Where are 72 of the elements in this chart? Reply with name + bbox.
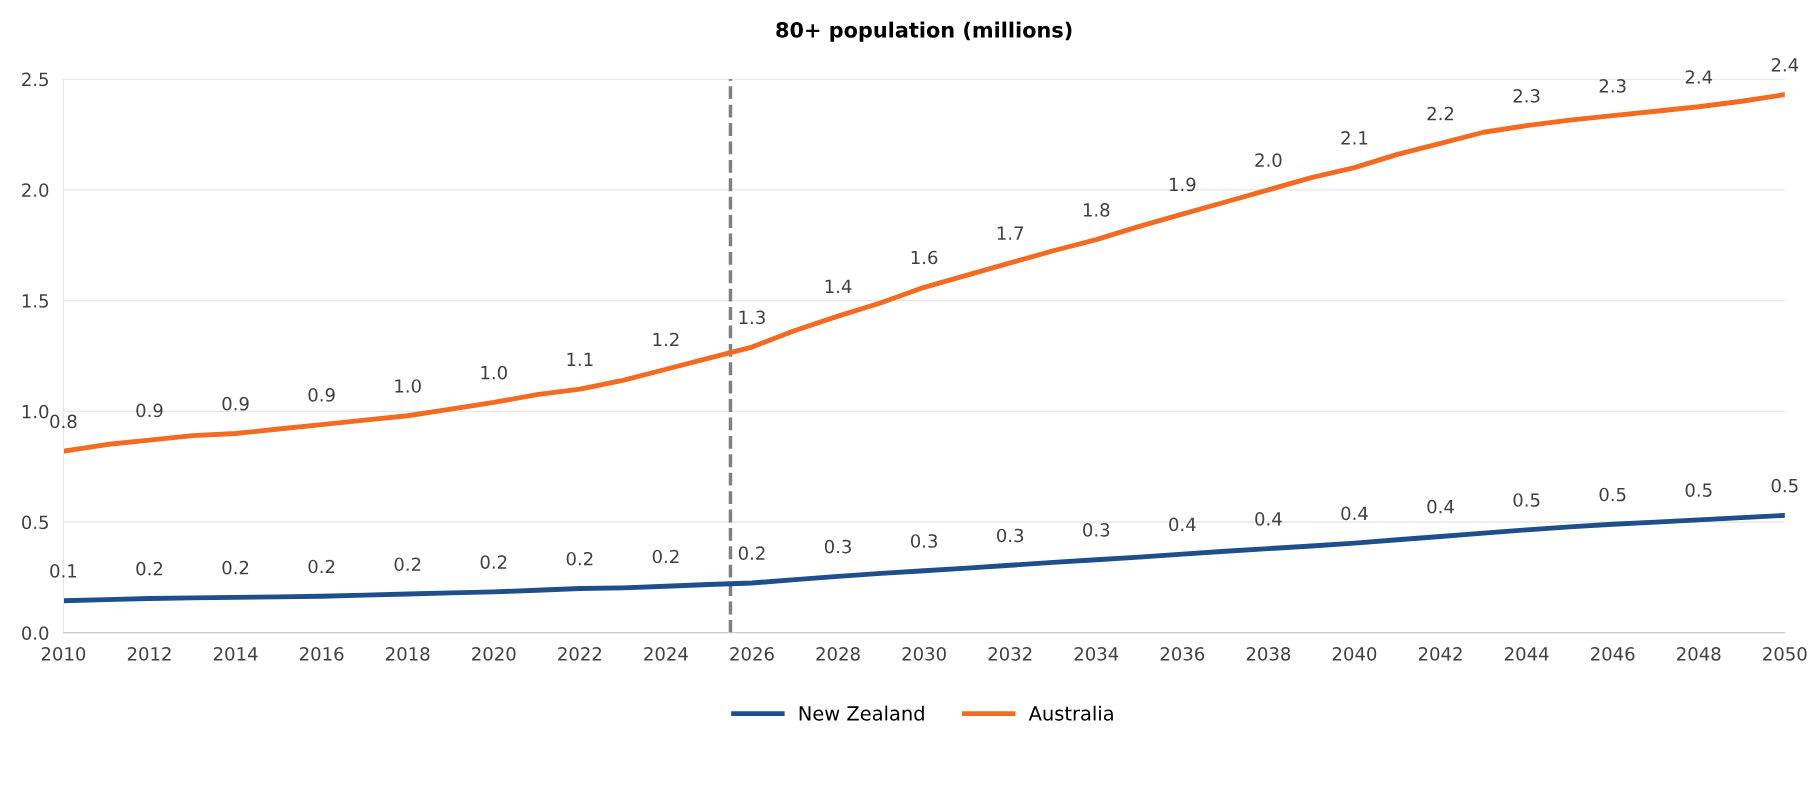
x-tick-label: 2028	[816, 647, 860, 661]
data-label: 1.6	[911, 250, 938, 265]
data-label: 0.2	[222, 560, 249, 575]
x-tick-label: 2014	[213, 647, 258, 661]
x-tick-label: 2046	[1591, 647, 1635, 661]
data-label: 2.3	[1513, 89, 1540, 103]
data-label: 2.1	[1341, 131, 1368, 145]
data-label: 0.5	[1685, 483, 1712, 497]
data-label: 1.4	[825, 279, 852, 293]
data-label: 1.7	[997, 226, 1023, 240]
x-tick-label: 2016	[299, 647, 344, 661]
data-label: 0.2	[308, 559, 335, 574]
x-tick-label: 2010	[41, 647, 86, 661]
x-tick-label: 2044	[1504, 647, 1549, 661]
data-label: 2.3	[1599, 79, 1626, 93]
data-label: 0.1	[50, 564, 77, 578]
x-tick-label: 2030	[902, 647, 946, 661]
data-label: 0.3	[910, 534, 938, 548]
data-label: 0.9	[136, 403, 163, 418]
data-label: 1.3	[739, 310, 765, 325]
chart-title: 80+ population (millions)	[776, 21, 1072, 42]
data-label: 0.9	[308, 388, 335, 402]
data-label: 0.5	[1771, 478, 1798, 493]
data-label: 0.4	[1427, 499, 1454, 514]
data-label: 0.2	[652, 549, 679, 564]
data-label: 0.2	[738, 546, 765, 561]
y-tick-label: 2.5	[22, 72, 48, 87]
x-tick-label: 2034	[1074, 647, 1119, 661]
data-label: 2.0	[1255, 153, 1282, 167]
data-label: 0.8	[50, 414, 77, 429]
legend-label: New Zealand	[799, 705, 924, 721]
data-label: 0.4	[1341, 506, 1368, 521]
x-tick-label: 2020	[472, 647, 516, 661]
y-tick-label: 1.0	[22, 404, 49, 419]
data-label: 1.0	[481, 365, 507, 380]
x-tick-label: 2036	[1160, 647, 1205, 661]
x-tick-label: 2040	[1332, 647, 1377, 661]
x-tick-label: 2048	[1677, 647, 1721, 661]
data-label: 0.2	[480, 555, 507, 569]
data-label: 0.2	[394, 557, 421, 572]
legend-label: Australia	[1028, 705, 1113, 721]
x-tick-label: 2018	[386, 647, 430, 661]
x-tick-label: 2042	[1418, 647, 1462, 661]
data-label: 1.1	[567, 352, 593, 366]
data-label: 2.2	[1427, 106, 1454, 121]
data-label: 0.5	[1599, 487, 1626, 502]
data-label: 1.2	[653, 332, 679, 347]
y-tick-label: 2.0	[22, 183, 49, 197]
data-label: 1.8	[1083, 203, 1110, 217]
data-label: 0.4	[1169, 517, 1196, 532]
y-tick-label: 1.5	[22, 294, 48, 308]
x-tick-label: 2022	[558, 647, 602, 661]
data-label: 1.9	[1169, 177, 1196, 192]
data-label: 0.4	[1255, 512, 1282, 526]
data-label: 1.0	[395, 379, 421, 393]
data-label: 2.4	[1685, 70, 1713, 84]
data-label: 0.3	[1083, 523, 1110, 537]
data-label: 0.2	[566, 551, 593, 566]
y-tick-label: 0.5	[22, 515, 48, 530]
y-tick-label: 0.0	[22, 626, 49, 640]
data-label: 2.4	[1771, 58, 1799, 72]
data-label: 0.5	[1513, 493, 1540, 507]
x-tick-label: 2038	[1246, 647, 1291, 661]
x-tick-label: 2012	[127, 647, 171, 661]
x-tick-label: 2026	[730, 647, 774, 661]
x-tick-label: 2032	[988, 647, 1032, 661]
x-tick-label: 2024	[644, 647, 688, 661]
x-tick-label: 2050	[1763, 647, 1807, 661]
data-label: 0.3	[824, 539, 851, 554]
data-label: 0.3	[997, 528, 1024, 543]
data-label: 0.9	[222, 396, 249, 411]
data-label: 0.2	[136, 561, 163, 576]
